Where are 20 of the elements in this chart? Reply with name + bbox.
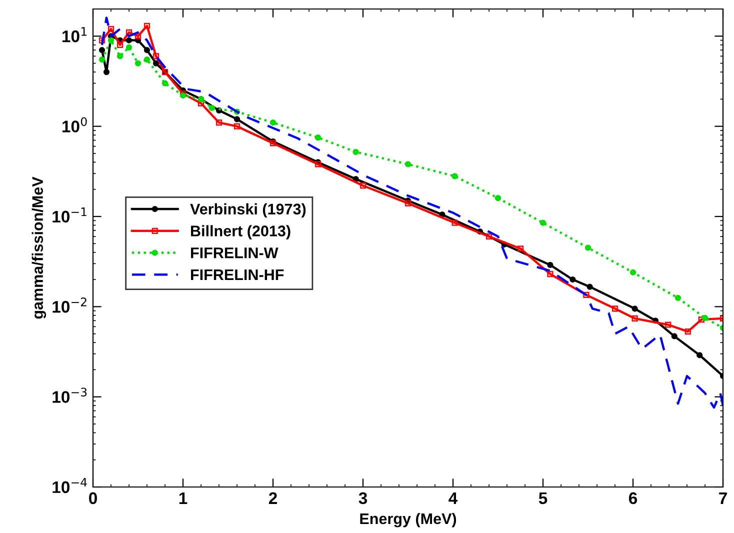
y-tick-label: 10$^{−3}$: [52, 388, 87, 403]
y-tick-label: 10$^{−1}$: [52, 208, 86, 223]
x-tick-label: 0: [89, 492, 97, 504]
x-tick-label: 1: [179, 492, 188, 504]
y-tick-label: 10$^{1}$: [62, 27, 87, 42]
legend-label: FIFRELIN-HF: [191, 269, 284, 280]
x-tick-label: 7: [719, 492, 727, 504]
x-tick-label: 5: [538, 492, 548, 504]
x-tick-label: 3: [358, 492, 368, 504]
legend-label: Verbinski (1973): [190, 203, 306, 218]
x-axis-title: Energy (MeV): [360, 512, 456, 528]
x-tick-label: 4: [448, 492, 458, 504]
x-tick-label: 2: [268, 492, 277, 504]
y-tick-label: 10$^{0}$: [62, 117, 87, 132]
legend-label: Billnert (2013): [191, 225, 290, 240]
y-tick-label: 10$^{−4}$: [52, 478, 87, 494]
y-tick-label: 10$^{−2}$: [52, 298, 86, 313]
x-tick-label: 6: [628, 492, 638, 504]
legend-label: FIFRELIN-W: [191, 248, 278, 258]
y-axis-title: gamma/fission/MeV: [32, 176, 46, 319]
